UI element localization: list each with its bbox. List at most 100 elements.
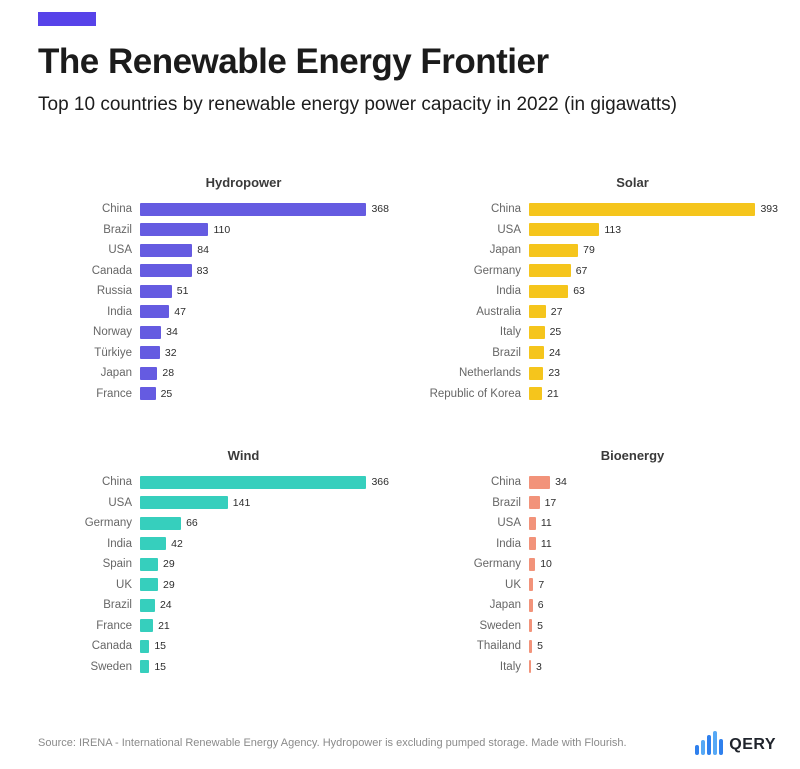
value-label: 34 (166, 326, 178, 339)
bar-row: Spain 29 (38, 554, 389, 575)
value-label: 32 (164, 346, 177, 359)
bar-label: Italy (499, 326, 521, 339)
bar (140, 660, 150, 674)
bar-track: 23 (529, 363, 778, 384)
logo-bar (695, 745, 700, 755)
bar-row: Thailand 5 (427, 636, 778, 657)
bar-label: Brazil (103, 223, 132, 236)
bar-row: UK 29 (38, 575, 389, 596)
bar-track: 368 (140, 199, 389, 220)
bar-track: 15 (140, 636, 389, 657)
source-attribution: Source: IRENA - International Renewable … (38, 737, 627, 749)
bar (140, 496, 228, 510)
bar (140, 557, 159, 571)
bar-track: 141 (140, 493, 389, 514)
bar-row: Japan 6 (427, 595, 778, 616)
bar-label: China (490, 203, 521, 216)
bar-track: 110 (140, 220, 389, 241)
bar-row: Brazil 17 (427, 493, 778, 514)
bar-row: Germany 67 (427, 261, 778, 282)
bar-row: Canada 15 (38, 636, 389, 657)
chart-panel-bioenergy: Bioenergy China 34 Brazil 17 USA 11 India 11 Germ… (427, 448, 778, 677)
bar-track: 11 (529, 534, 778, 555)
bar-track: 28 (140, 363, 389, 384)
chart-panel-hydropower: Hydropower China 368 Brazil 110 USA 84 Canada 83… (38, 175, 389, 404)
value-label: 84 (197, 244, 209, 257)
value-label: 66 (186, 517, 198, 530)
bar (140, 537, 167, 551)
value-label: 15 (154, 660, 167, 673)
bar-label: Germany (473, 264, 521, 277)
bar-row: USA 141 (38, 493, 389, 514)
bar-row: France 21 (38, 616, 389, 637)
bar-label: Canada (91, 640, 132, 653)
bar-row: France 25 (38, 384, 389, 405)
bar-track: 393 (529, 199, 778, 220)
bar-row: China 366 (38, 472, 389, 493)
bar (529, 496, 540, 510)
bar (529, 325, 545, 339)
bar-label: Thailand (476, 640, 521, 653)
value-label: 28 (162, 367, 175, 380)
bar (529, 537, 536, 551)
panel-title: Wind (227, 448, 260, 463)
bar (140, 243, 193, 257)
page-title: The Renewable Energy Frontier (38, 42, 549, 81)
bar-track: 25 (529, 322, 778, 343)
bar-row: India 63 (427, 281, 778, 302)
bar-track: 34 (140, 322, 389, 343)
bar-label: Brazil (492, 346, 521, 359)
value-label: 5 (537, 619, 543, 632)
bar-label: USA (497, 223, 521, 236)
bar (140, 264, 192, 278)
bar-row: Brazil 110 (38, 220, 389, 241)
bar (529, 284, 569, 298)
value-label: 3 (536, 660, 542, 673)
value-label: 5 (537, 640, 543, 653)
bar-row: UK 7 (427, 575, 778, 596)
bar-label: Brazil (103, 599, 132, 612)
bar (529, 639, 533, 653)
bar-track: 79 (529, 240, 778, 261)
bar (529, 619, 533, 633)
charts-grid: Hydropower China 368 Brazil 110 USA 84 Canada 83… (38, 175, 778, 677)
bar (140, 387, 156, 401)
bar (140, 598, 155, 612)
chart-panel-solar: Solar China 393 USA 113 Japan 79 Germany 67 India… (427, 175, 778, 404)
bar-label: UK (505, 578, 521, 591)
bar-track: 113 (529, 220, 778, 241)
value-label: 141 (232, 496, 251, 509)
bar-label: USA (108, 244, 132, 257)
bar-row: Norway 34 (38, 322, 389, 343)
bar-label: India (107, 537, 132, 550)
bar (529, 578, 534, 592)
bar-row: USA 84 (38, 240, 389, 261)
bar-row: Japan 79 (427, 240, 778, 261)
bar-label: USA (108, 496, 132, 509)
value-label: 15 (154, 640, 167, 653)
bar (529, 223, 600, 237)
bar-row: Brazil 24 (427, 343, 778, 364)
bar (529, 243, 579, 257)
logo-bar (707, 735, 712, 755)
bar-row: Netherlands 23 (427, 363, 778, 384)
bar-label: Japan (100, 367, 132, 380)
bar-label: Japan (489, 599, 521, 612)
bar-row: USA 113 (427, 220, 778, 241)
bar-track: 51 (140, 281, 389, 302)
bar-row: India 11 (427, 534, 778, 555)
bar (140, 284, 172, 298)
footer: Source: IRENA - International Renewable … (38, 731, 776, 755)
bar-row: China 368 (38, 199, 389, 220)
page-subtitle: Top 10 countries by renewable energy pow… (38, 94, 677, 115)
bar-label: India (496, 537, 521, 550)
bar-row: Brazil 24 (38, 595, 389, 616)
accent-bar (38, 12, 96, 26)
value-label: 67 (575, 264, 588, 277)
bar-track: 24 (529, 343, 778, 364)
value-label: 17 (544, 496, 557, 509)
bar-track: 15 (140, 657, 389, 678)
bar-row: India 47 (38, 302, 389, 323)
bar-track: 63 (529, 281, 778, 302)
